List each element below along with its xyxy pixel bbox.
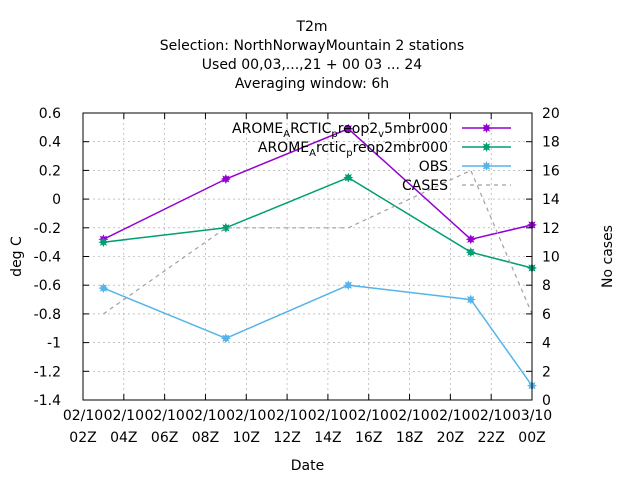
x-tick-label-date: 02/10	[144, 408, 184, 424]
series-line	[103, 176, 533, 269]
x-tick-label-hour: 06Z	[151, 430, 178, 446]
legend-label: AROMEArcticpreop2mbr000	[258, 140, 448, 159]
grid	[83, 113, 532, 400]
series-layer	[98, 123, 538, 391]
x-tick-label-date: 02/10	[267, 408, 307, 424]
x-tick-label-hour: 14Z	[314, 430, 341, 446]
data-point	[465, 234, 476, 245]
y-tick-label: -1	[47, 336, 61, 352]
data-point	[343, 172, 354, 183]
data-point	[465, 247, 476, 258]
y2-tick-label: 16	[542, 163, 560, 179]
series-line	[103, 169, 533, 315]
y2-tick-label: 8	[542, 278, 551, 294]
y2-tick-label: 4	[542, 336, 551, 352]
x-tick-label-hour: 08Z	[192, 430, 219, 446]
legend-entry: AROMEArcticpreop2mbr000	[258, 140, 511, 159]
legend-entry: CASES	[402, 178, 511, 194]
legend-entry: OBS	[419, 159, 511, 175]
y2-tick-label: 0	[542, 393, 551, 409]
y-tick-label: -0.2	[34, 221, 61, 237]
y-tick-label: 0.4	[39, 135, 61, 151]
data-point	[98, 283, 109, 294]
y-tick-label: -1.2	[34, 364, 61, 380]
x-tick-label-hour: 02Z	[69, 430, 96, 446]
x-tick-label-hour: 12Z	[273, 430, 300, 446]
data-point	[220, 173, 231, 185]
y2-tick-label: 20	[542, 106, 560, 122]
y-tick-label: -0.4	[34, 250, 61, 266]
legend-label: OBS	[419, 159, 448, 175]
x-tick-label-hour: 16Z	[355, 430, 382, 446]
x-tick-label-date: 02/10	[308, 408, 348, 424]
y-axis-label: deg C	[9, 236, 25, 277]
y-tick-label: -1.4	[34, 393, 61, 409]
x-tick-label-date: 02/10	[226, 408, 266, 424]
x-tick-label-hour: 04Z	[110, 430, 137, 446]
y-tick-label: 0.2	[39, 163, 61, 179]
title-line: Averaging window: 6h	[235, 76, 389, 92]
y2-tick-label: 2	[542, 364, 551, 380]
y2-tick-label: 12	[542, 221, 560, 237]
title-line: Used 00,03,...,21 + 00 03 ... 24	[202, 57, 423, 73]
x-tick-label-date: 02/10	[430, 408, 470, 424]
y-tick-label: 0.6	[39, 106, 61, 122]
x-tick-label-date: 02/10	[471, 408, 511, 424]
legend-entry: AROMEARCTICpreop2v5mbr000	[232, 121, 511, 140]
data-point	[465, 294, 476, 305]
chart-title: T2m Selection: NorthNorwayMountain 2 stat…	[160, 19, 464, 92]
legend-marker	[481, 160, 492, 172]
legend-label: CASES	[402, 178, 448, 194]
x-tick-label-hour: 22Z	[477, 430, 504, 446]
y2-axis-label: No cases	[600, 225, 616, 288]
data-point	[343, 280, 354, 291]
legend-marker	[481, 141, 492, 153]
title-line: T2m	[295, 19, 327, 35]
x-tick-label-hour: 10Z	[233, 430, 260, 446]
series-cases	[103, 169, 533, 315]
title-line: Selection: NorthNorwayMountain 2 station…	[160, 38, 464, 54]
x-axis-label: Date	[291, 458, 324, 474]
y-tick-label: -0.8	[34, 307, 61, 323]
y2-tick-label: 18	[542, 135, 560, 151]
legend-marker	[481, 122, 492, 134]
x-tick-label-date: 02/10	[185, 408, 225, 424]
y2-tick-label: 6	[542, 307, 551, 323]
x-tick-label-hour: 20Z	[437, 430, 464, 446]
x-tick-label-date: 02/10	[349, 408, 389, 424]
x-tick-label-date: 02/10	[63, 408, 103, 424]
legend: AROMEARCTICpreop2v5mbr000AROMEArcticpreo…	[232, 121, 511, 194]
data-point	[343, 123, 354, 134]
axis-ticks: 0.6 200.4 180.2 160 14-0.2 12-0.4 10-0.6 8-0.8 6…	[34, 106, 560, 446]
y2-tick-label: 10	[542, 250, 560, 266]
series-arome_arctic_preop2_v5mbr000	[98, 123, 538, 245]
x-tick-label-date: 02/10	[104, 408, 144, 424]
y-tick-label: -0.6	[34, 278, 61, 294]
x-tick-label-hour: 00Z	[518, 430, 545, 446]
x-tick-label-hour: 18Z	[396, 430, 423, 446]
x-tick-label-date: 03/10	[512, 408, 552, 424]
data-point	[98, 237, 109, 248]
y2-tick-label: 14	[542, 192, 560, 208]
y-tick-label: 0	[52, 192, 61, 208]
x-tick-label-date: 02/10	[389, 408, 429, 424]
legend-label: AROMEARCTICpreop2v5mbr000	[232, 121, 448, 140]
series-obs	[98, 280, 538, 391]
data-point	[220, 333, 231, 344]
